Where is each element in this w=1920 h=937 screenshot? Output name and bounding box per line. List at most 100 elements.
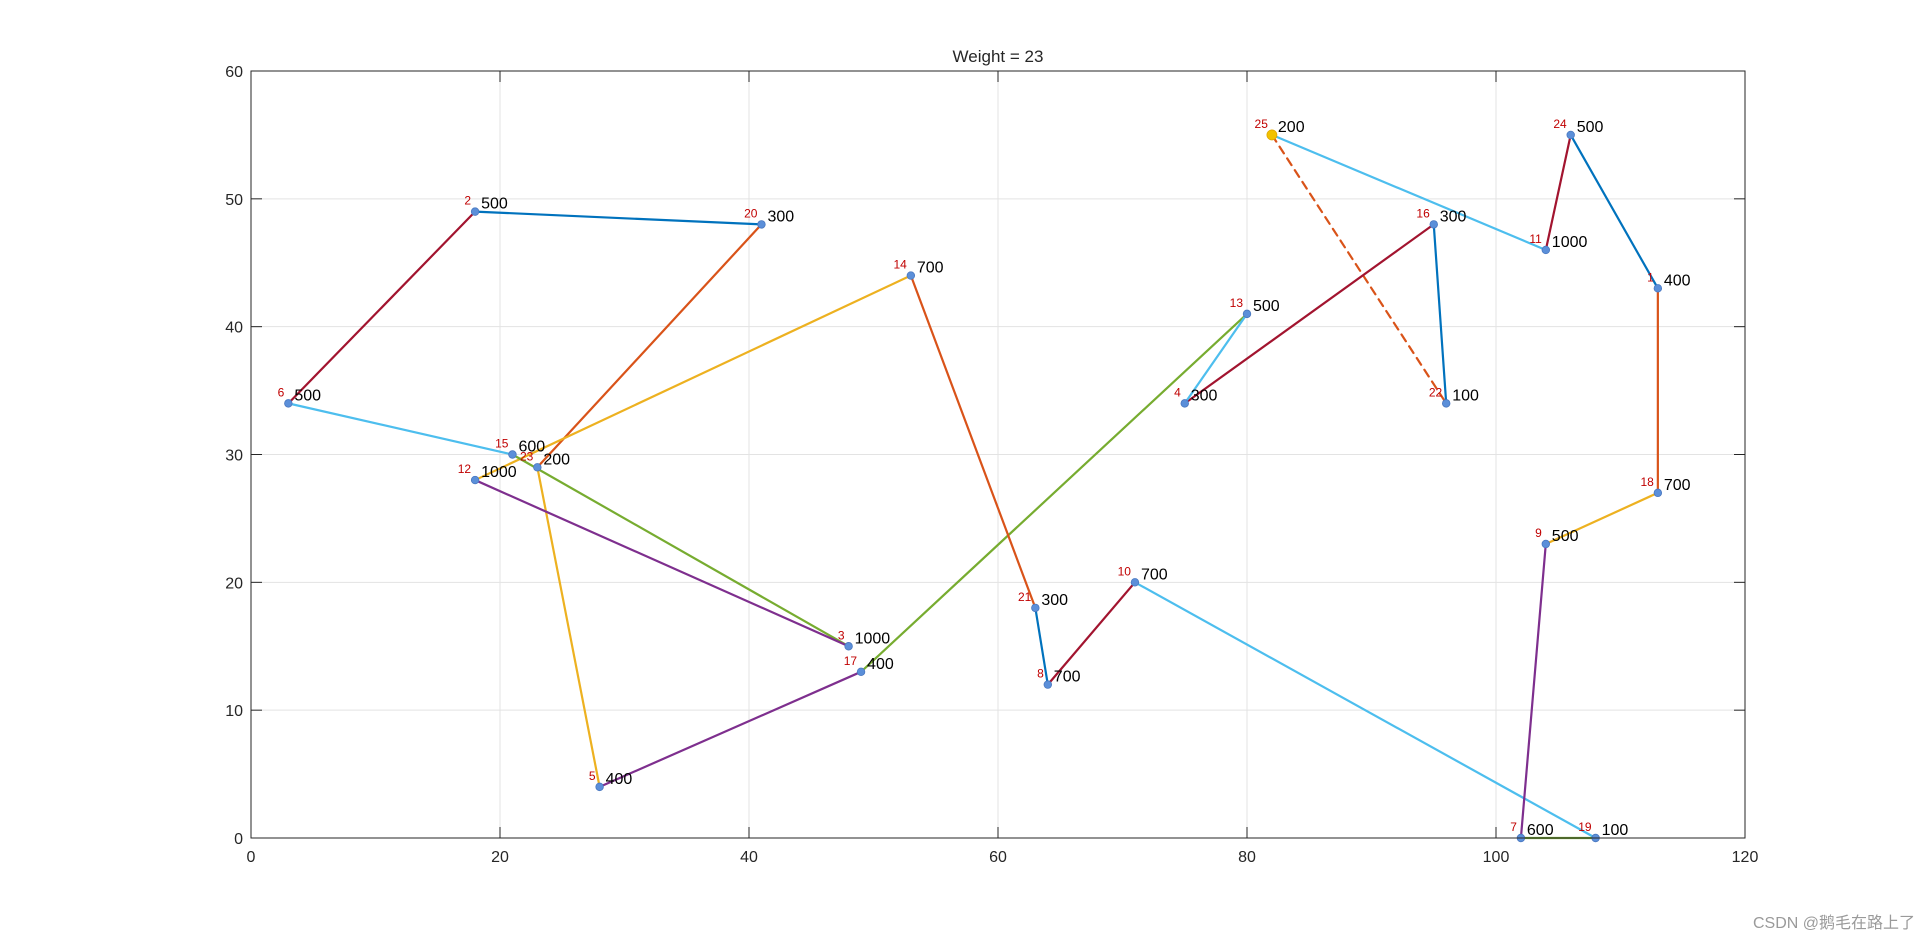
node-value-label-19: 100 [1602, 822, 1629, 839]
node-value-label-25: 200 [1278, 119, 1305, 136]
x-tick-label: 0 [247, 849, 256, 866]
node-id-label-7: 7 [1510, 820, 1517, 834]
node-marker-15 [508, 450, 517, 459]
node-marker-3 [844, 642, 853, 651]
route-edges [287, 133, 1659, 840]
node-marker-17 [856, 667, 866, 677]
route-edge-5-17 [598, 670, 863, 788]
node-value-label-6: 500 [294, 387, 321, 404]
y-tick-label: 20 [225, 575, 243, 592]
node-value-label-8: 700 [1054, 669, 1081, 686]
node-marker-1 [1653, 284, 1663, 293]
chart-title: Weight = 23 [953, 47, 1044, 66]
node-id-label-11: 11 [1529, 232, 1542, 246]
node-marker-10 [1130, 578, 1140, 587]
node-labels: 1 400 2 500 3 1000 4 300 5 400 6 500 7 600 8 700 9 500 10 7… [278, 117, 1691, 839]
route-edge-17-13 [859, 312, 1249, 673]
node-marker-12 [470, 475, 480, 485]
x-tick-label: 60 [989, 849, 1007, 866]
node-id-label-24: 24 [1553, 117, 1567, 131]
node-value-label-14: 700 [917, 260, 944, 277]
node-marker-24 [1566, 130, 1575, 140]
node-id-label-16: 16 [1416, 206, 1430, 220]
node-marker-5 [595, 782, 604, 792]
y-tick-label: 10 [225, 703, 243, 720]
y-tick-label: 30 [225, 448, 243, 465]
node-value-label-11: 1000 [1552, 234, 1588, 251]
node-id-label-8: 8 [1037, 667, 1044, 681]
route-edge-14-21 [909, 274, 1037, 610]
node-marker-9 [1541, 539, 1550, 549]
route-edge-20-23 [536, 223, 763, 469]
route-edge-10-19 [1133, 581, 1597, 840]
node-marker-22 [1441, 399, 1451, 408]
route-edge-16-4 [1183, 223, 1435, 405]
node-value-label-9: 500 [1552, 528, 1579, 545]
node-id-label-6: 6 [278, 385, 285, 399]
node-marker-11 [1541, 245, 1550, 255]
node-marker-20 [757, 220, 766, 229]
grid-lines [251, 71, 1745, 838]
node-value-label-3: 1000 [855, 630, 891, 647]
node-marker-21 [1031, 603, 1040, 613]
node-id-label-2: 2 [464, 194, 471, 208]
node-id-label-19: 19 [1578, 820, 1592, 834]
route-edge-14-12 [474, 274, 912, 482]
node-id-label-20: 20 [744, 206, 758, 220]
node-id-label-21: 21 [1018, 590, 1032, 604]
route-edge-24-11 [1544, 133, 1572, 252]
y-tick-label: 50 [225, 192, 243, 209]
node-marker-14 [906, 271, 916, 280]
node-value-label-20: 300 [767, 208, 794, 225]
node-id-label-14: 14 [893, 258, 907, 272]
route-edge-4-13 [1183, 312, 1249, 405]
route-edge-11-25 [1270, 133, 1547, 252]
node-value-label-16: 300 [1440, 208, 1467, 225]
node-marker-2 [470, 207, 480, 216]
node-id-label-22: 22 [1429, 385, 1443, 399]
node-value-label-17: 400 [867, 656, 894, 673]
route-edge-2-6 [287, 210, 477, 405]
node-value-label-4: 300 [1191, 387, 1218, 404]
y-tick-label: 60 [225, 64, 243, 81]
y-tick-label: 0 [234, 831, 243, 848]
x-tick-label: 100 [1483, 849, 1510, 866]
node-id-label-13: 13 [1230, 296, 1244, 310]
node-value-label-13: 500 [1253, 298, 1280, 315]
node-marker-23 [533, 463, 542, 472]
route-edge-12-3 [474, 478, 850, 648]
route-edge-25-22 [1270, 133, 1448, 405]
node-value-label-24: 500 [1577, 119, 1604, 136]
node-marker-4 [1180, 399, 1189, 408]
x-tick-label: 80 [1238, 849, 1256, 866]
node-marker-18 [1653, 488, 1663, 498]
node-value-label-1: 400 [1664, 272, 1691, 289]
node-id-label-23: 23 [520, 449, 534, 463]
watermark-text: CSDN @鹅毛在路上了 [1753, 914, 1915, 932]
node-value-label-21: 300 [1041, 592, 1068, 609]
node-value-label-15: 600 [518, 439, 545, 456]
node-id-label-15: 15 [495, 437, 509, 451]
node-value-label-22: 100 [1452, 387, 1479, 404]
node-id-label-3: 3 [838, 628, 845, 642]
node-id-label-10: 10 [1118, 564, 1132, 578]
route-edge-9-18 [1544, 491, 1659, 546]
x-tick-label: 20 [491, 849, 509, 866]
y-tick-label: 40 [225, 320, 243, 337]
route-edge-21-8 [1034, 606, 1049, 686]
node-id-label-18: 18 [1640, 475, 1654, 489]
route-edge-1-24 [1569, 133, 1659, 290]
route-edge-2-20 [474, 210, 763, 226]
node-id-label-4: 4 [1174, 385, 1181, 399]
node-marker-25 [1266, 129, 1278, 141]
node-marker-13 [1242, 309, 1252, 319]
node-id-label-5: 5 [589, 769, 596, 783]
x-tick-label: 120 [1732, 849, 1759, 866]
node-id-label-1: 1 [1647, 270, 1654, 284]
node-value-label-2: 500 [481, 196, 508, 213]
node-id-label-9: 9 [1535, 526, 1542, 540]
route-edge-6-15 [287, 402, 514, 456]
route-edge-8-10 [1046, 581, 1137, 686]
node-id-label-12: 12 [458, 462, 472, 476]
